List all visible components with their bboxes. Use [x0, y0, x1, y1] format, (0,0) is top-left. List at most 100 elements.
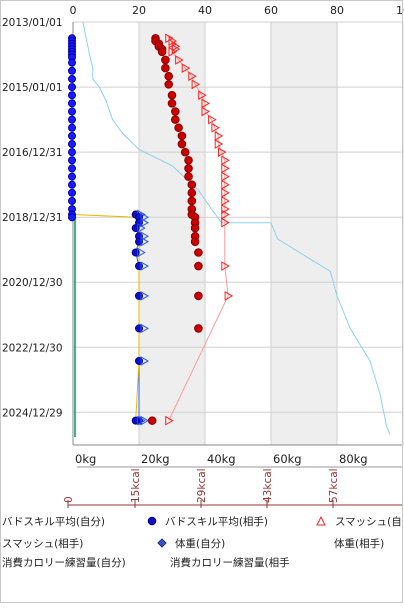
smash-opp-point: [221, 171, 230, 182]
skill-self-point: [68, 196, 76, 205]
smash-self-point: [167, 90, 177, 100]
smash-self-point: [190, 237, 200, 246]
smash-self-point: [187, 180, 197, 190]
smash-self-point: [167, 99, 177, 108]
weight-self-point: [140, 212, 150, 223]
legend-label[interactable]: 体重(相手): [334, 537, 384, 550]
smash-opp-point: [191, 79, 201, 90]
skill-self-point: [68, 58, 76, 67]
skill-self-point: [68, 180, 76, 189]
calorie-series-line: [82, 21, 391, 435]
kcal-tick-label: 0: [63, 496, 75, 503]
smash-self-point: [164, 71, 173, 81]
weight-self-point: [140, 236, 150, 247]
smash-self-point: [194, 291, 203, 301]
smash-opp-point: [218, 147, 227, 158]
smash-self-point: [164, 80, 173, 89]
kcal-tick-label: 43kcal: [262, 468, 274, 503]
skill-self-point: [68, 107, 76, 116]
top-axis-tick-label: 80: [330, 4, 344, 17]
legend-label[interactable]: 体重(自分): [175, 537, 225, 550]
smash-opp-point: [221, 163, 230, 174]
link-line: [72, 214, 136, 218]
date-tick-label: 2015/01/01: [2, 82, 63, 94]
weight-self-point: [140, 291, 150, 301]
smash-self-point: [171, 115, 180, 124]
smash-opp-point: [214, 139, 224, 149]
kg-tick-label: 40kg: [207, 452, 236, 466]
date-tick-label: 2022/12/30: [2, 342, 63, 354]
smash-opp-point: [221, 179, 230, 190]
smash-opp-point: [171, 44, 181, 54]
smash-opp-point: [221, 261, 230, 271]
top-axis-tick-label: 0: [70, 4, 77, 17]
kcal-tick-group: 57kcal: [328, 468, 340, 503]
skill-self-point: [68, 74, 76, 83]
smash-self-point: [184, 164, 193, 173]
date-tick-label: 2020/12/30: [2, 277, 63, 289]
legend-marker: [157, 538, 167, 548]
skill-self-point: [68, 131, 76, 140]
weight-self-point: [140, 231, 150, 242]
smash-self-point: [187, 188, 197, 198]
top-axis-tick-label: 10: [396, 4, 404, 17]
smash-opp-point: [214, 131, 224, 141]
skill-self-point: [68, 148, 76, 157]
smash-self-point: [194, 261, 203, 271]
smash-self-point: [157, 47, 167, 57]
kg-tick-label: 20kg: [141, 452, 170, 466]
skill-self-point: [68, 123, 76, 132]
weight-self-point: [140, 323, 150, 334]
legend-label[interactable]: スマッシュ(相手): [2, 537, 83, 550]
legend-marker: [147, 516, 157, 526]
smash-opp-point: [221, 209, 230, 220]
smash-self-point: [187, 196, 197, 206]
kcal-tick-group: 29kcal: [196, 468, 208, 503]
smash-self-point: [161, 55, 170, 65]
smash-opp-point: [211, 122, 220, 133]
legend-label[interactable]: バドスキル平均(相手): [165, 515, 268, 528]
skill-self-point: [68, 140, 76, 149]
skill-self-point: [68, 66, 76, 75]
skill-self-point: [68, 99, 76, 108]
weight-self-point: [140, 415, 150, 426]
smash-opp-point: [181, 63, 191, 73]
weight-self-point: [137, 415, 146, 426]
top-axis-tick-label: 60: [264, 4, 278, 17]
top-axis-tick-label: 40: [198, 4, 212, 17]
smash-self-point: [161, 63, 170, 73]
smash-opp-point: [221, 196, 230, 206]
smash-opp-point: [201, 98, 211, 109]
smash-opp-point: [208, 114, 217, 125]
smash-self-point: [194, 324, 203, 333]
legend-label[interactable]: 消費カロリー練習量(相手: [170, 556, 290, 569]
legend-marker: [316, 515, 326, 526]
legend-label[interactable]: バドスキル平均(自分): [2, 515, 105, 528]
weight-self-point: [140, 261, 150, 271]
kg-tick-label: 60kg: [273, 452, 302, 466]
date-tick-label: 2016/12/31: [2, 147, 63, 159]
smash-opp-point: [224, 291, 234, 301]
smash-self-point: [177, 131, 187, 141]
kcal-tick-label: 15kcal: [130, 468, 142, 503]
kcal-tick-group: 15kcal: [130, 468, 142, 503]
smash-opp-point: [221, 187, 230, 198]
smash-self-point: [184, 172, 193, 181]
smash-self-point: [194, 248, 203, 257]
smash-opp-point: [168, 46, 178, 57]
smash-self-point: [147, 416, 157, 425]
kg-tick-label: 0kg: [75, 452, 96, 466]
smash-opp-point: [188, 71, 197, 82]
skill-self-point: [68, 188, 76, 197]
legend-label[interactable]: スマッシュ(自: [335, 515, 402, 528]
kcal-tick-group: 43kcal: [262, 468, 274, 503]
smash-opp-point: [221, 204, 230, 214]
legend-label[interactable]: 消費カロリー練習量(自分): [2, 556, 126, 569]
weight-self-point: [140, 356, 150, 366]
kcal-tick-label: 29kcal: [196, 468, 208, 503]
skill-self-point: [68, 172, 76, 181]
shaded-band: [271, 22, 337, 445]
skill-self-point: [68, 164, 76, 173]
